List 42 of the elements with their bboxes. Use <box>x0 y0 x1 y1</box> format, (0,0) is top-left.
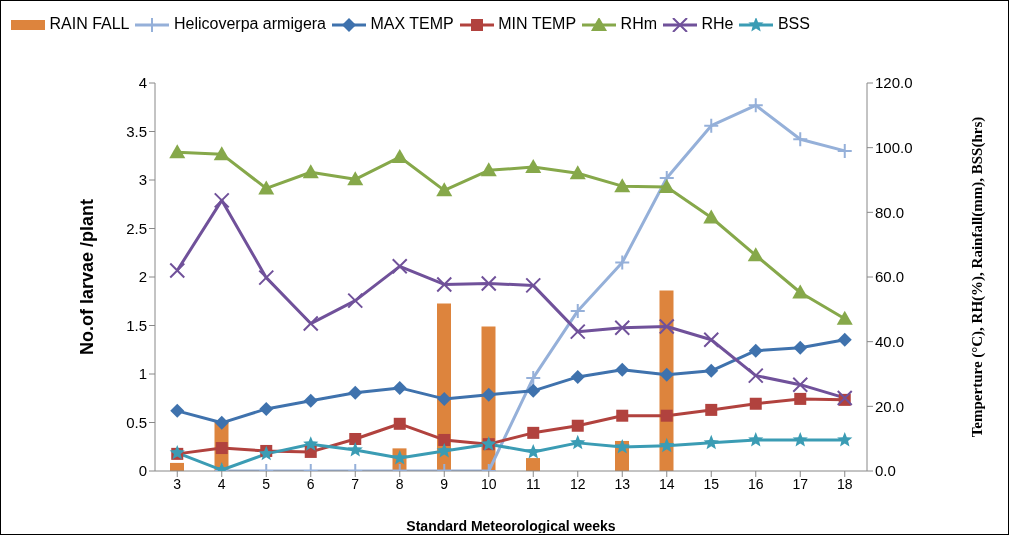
x-tick-label: 17 <box>792 475 809 492</box>
y2-tick-label: 0.0 <box>875 462 896 480</box>
y2-tick-label: 100.0 <box>875 138 913 156</box>
y2-tick-label: 120.0 <box>875 74 913 92</box>
x-tick-label: 3 <box>173 475 182 492</box>
y-tick-label: 3 <box>138 171 147 189</box>
y-tick-label: 1 <box>138 365 147 383</box>
legend-label: MIN TEMP <box>498 15 577 32</box>
y2-tick-label: 20.0 <box>875 397 905 415</box>
x-tick-label: 11 <box>525 475 541 492</box>
x-tick-label: 12 <box>569 475 586 492</box>
x-tick-label: 10 <box>480 475 497 492</box>
x-tick-label: 14 <box>658 475 675 492</box>
y-tick-label: 1.5 <box>126 316 147 334</box>
legend-label: BSS <box>777 15 810 32</box>
y-tick-label: 2.5 <box>126 219 147 237</box>
y2-tick-label: 40.0 <box>875 332 905 350</box>
y-tick-label: 2 <box>138 268 147 286</box>
y2-axis-title: Temperture (°C), RH(%), Rainfall(mm), BSS(hrs) <box>969 116 987 438</box>
y-tick-label: 3.5 <box>126 122 147 140</box>
x-tick-label: 16 <box>747 475 764 492</box>
x-tick-label: 15 <box>703 475 720 492</box>
y2-tick-label: 80.0 <box>875 203 905 221</box>
y-axis-title: No.of larvae /plant <box>77 198 98 356</box>
x-tick-label: 7 <box>351 475 360 492</box>
x-axis-title: Standard Meteorological weeks <box>406 518 616 534</box>
legend-label: RHe <box>701 15 734 32</box>
x-tick-label: 8 <box>395 475 404 492</box>
legend-label: Helicoverpa armigera <box>173 15 326 32</box>
x-tick-label: 18 <box>836 475 853 492</box>
y-tick-label: 0.5 <box>126 413 147 431</box>
x-tick-label: 9 <box>440 475 449 492</box>
legend-label: RHm <box>620 15 658 32</box>
y-tick-label: 4 <box>138 74 147 92</box>
x-tick-label: 5 <box>262 475 271 492</box>
legend-label: RAIN FALL <box>49 15 130 32</box>
x-tick-label: 4 <box>217 475 226 492</box>
x-tick-label: 6 <box>306 475 315 492</box>
y-tick-label: 0 <box>138 462 147 480</box>
y2-tick-label: 60.0 <box>875 268 905 286</box>
x-tick-label: 13 <box>614 475 631 492</box>
legend-label: MAX TEMP <box>370 15 454 32</box>
